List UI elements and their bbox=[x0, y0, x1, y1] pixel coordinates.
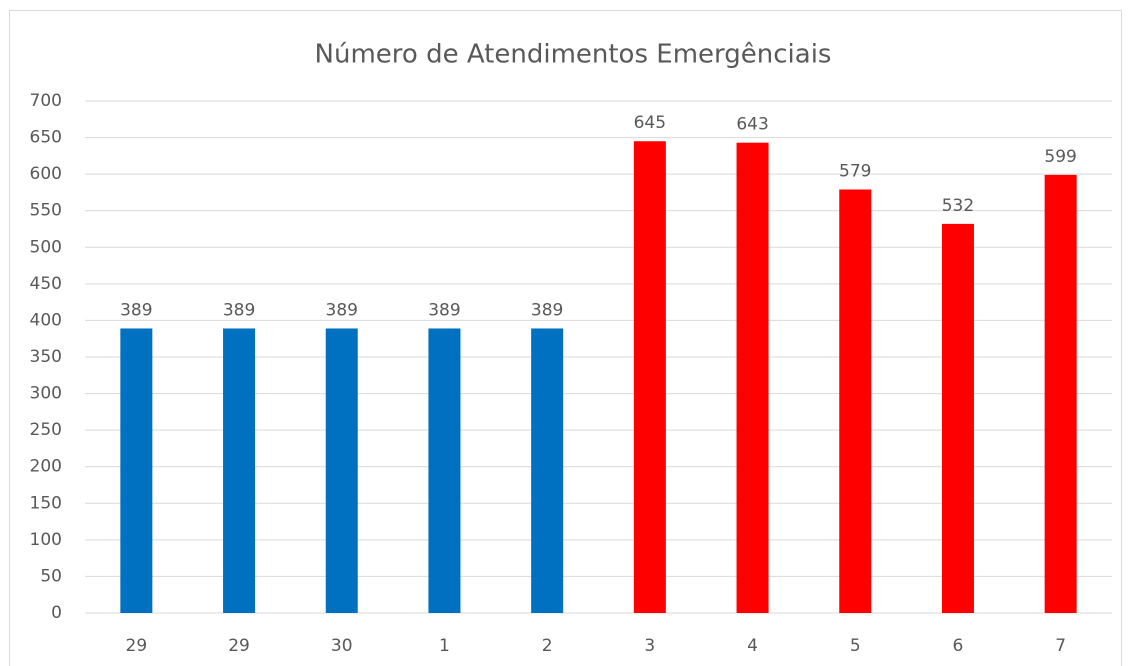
y-tick-label: 650 bbox=[30, 128, 62, 148]
bar bbox=[736, 142, 769, 614]
y-tick-label: 450 bbox=[30, 274, 62, 294]
y-tick-label: 300 bbox=[30, 384, 62, 404]
y-tick-label: 0 bbox=[51, 603, 62, 623]
y-tick-label: 250 bbox=[30, 420, 62, 440]
x-tick-label: 3 bbox=[644, 636, 655, 656]
y-tick-label: 400 bbox=[30, 310, 62, 330]
y-tick-label: 200 bbox=[30, 457, 62, 477]
data-label: 645 bbox=[634, 113, 666, 133]
y-tick-label: 700 bbox=[30, 91, 62, 111]
data-label: 389 bbox=[326, 300, 358, 320]
y-tick-label: 50 bbox=[40, 566, 62, 586]
bar bbox=[633, 141, 666, 613]
y-tick-label: 600 bbox=[30, 164, 62, 184]
bar bbox=[1044, 174, 1077, 614]
data-label: 643 bbox=[736, 115, 768, 135]
x-tick-label: 5 bbox=[850, 636, 861, 656]
y-tick-label: 100 bbox=[30, 530, 62, 550]
x-tick-label: 6 bbox=[953, 636, 964, 656]
x-tick-label: 29 bbox=[126, 636, 148, 656]
x-tick-label: 7 bbox=[1055, 636, 1066, 656]
data-label: 599 bbox=[1044, 147, 1076, 167]
chart-title: Número de Atendimentos Emergênciais bbox=[315, 40, 832, 70]
bar bbox=[325, 328, 358, 613]
x-tick-label: 2 bbox=[542, 636, 553, 656]
bar bbox=[120, 328, 153, 613]
x-tick-label: 30 bbox=[331, 636, 353, 656]
bar bbox=[531, 328, 564, 613]
x-tick-label: 4 bbox=[747, 636, 758, 656]
y-tick-label: 550 bbox=[30, 201, 62, 221]
y-tick-label: 350 bbox=[30, 347, 62, 367]
data-label: 579 bbox=[839, 162, 871, 182]
y-tick-label: 500 bbox=[30, 237, 62, 257]
x-tick-label: 1 bbox=[439, 636, 450, 656]
data-label: 389 bbox=[120, 300, 152, 320]
chart-frame bbox=[9, 10, 1122, 666]
bar bbox=[839, 189, 872, 613]
data-label: 532 bbox=[942, 196, 974, 216]
data-label: 389 bbox=[531, 300, 563, 320]
data-label: 389 bbox=[223, 300, 255, 320]
bar bbox=[941, 223, 974, 613]
x-tick-label: 29 bbox=[228, 636, 250, 656]
y-tick-label: 150 bbox=[30, 493, 62, 513]
data-label: 389 bbox=[428, 300, 460, 320]
bar bbox=[223, 328, 256, 613]
bar bbox=[428, 328, 461, 613]
